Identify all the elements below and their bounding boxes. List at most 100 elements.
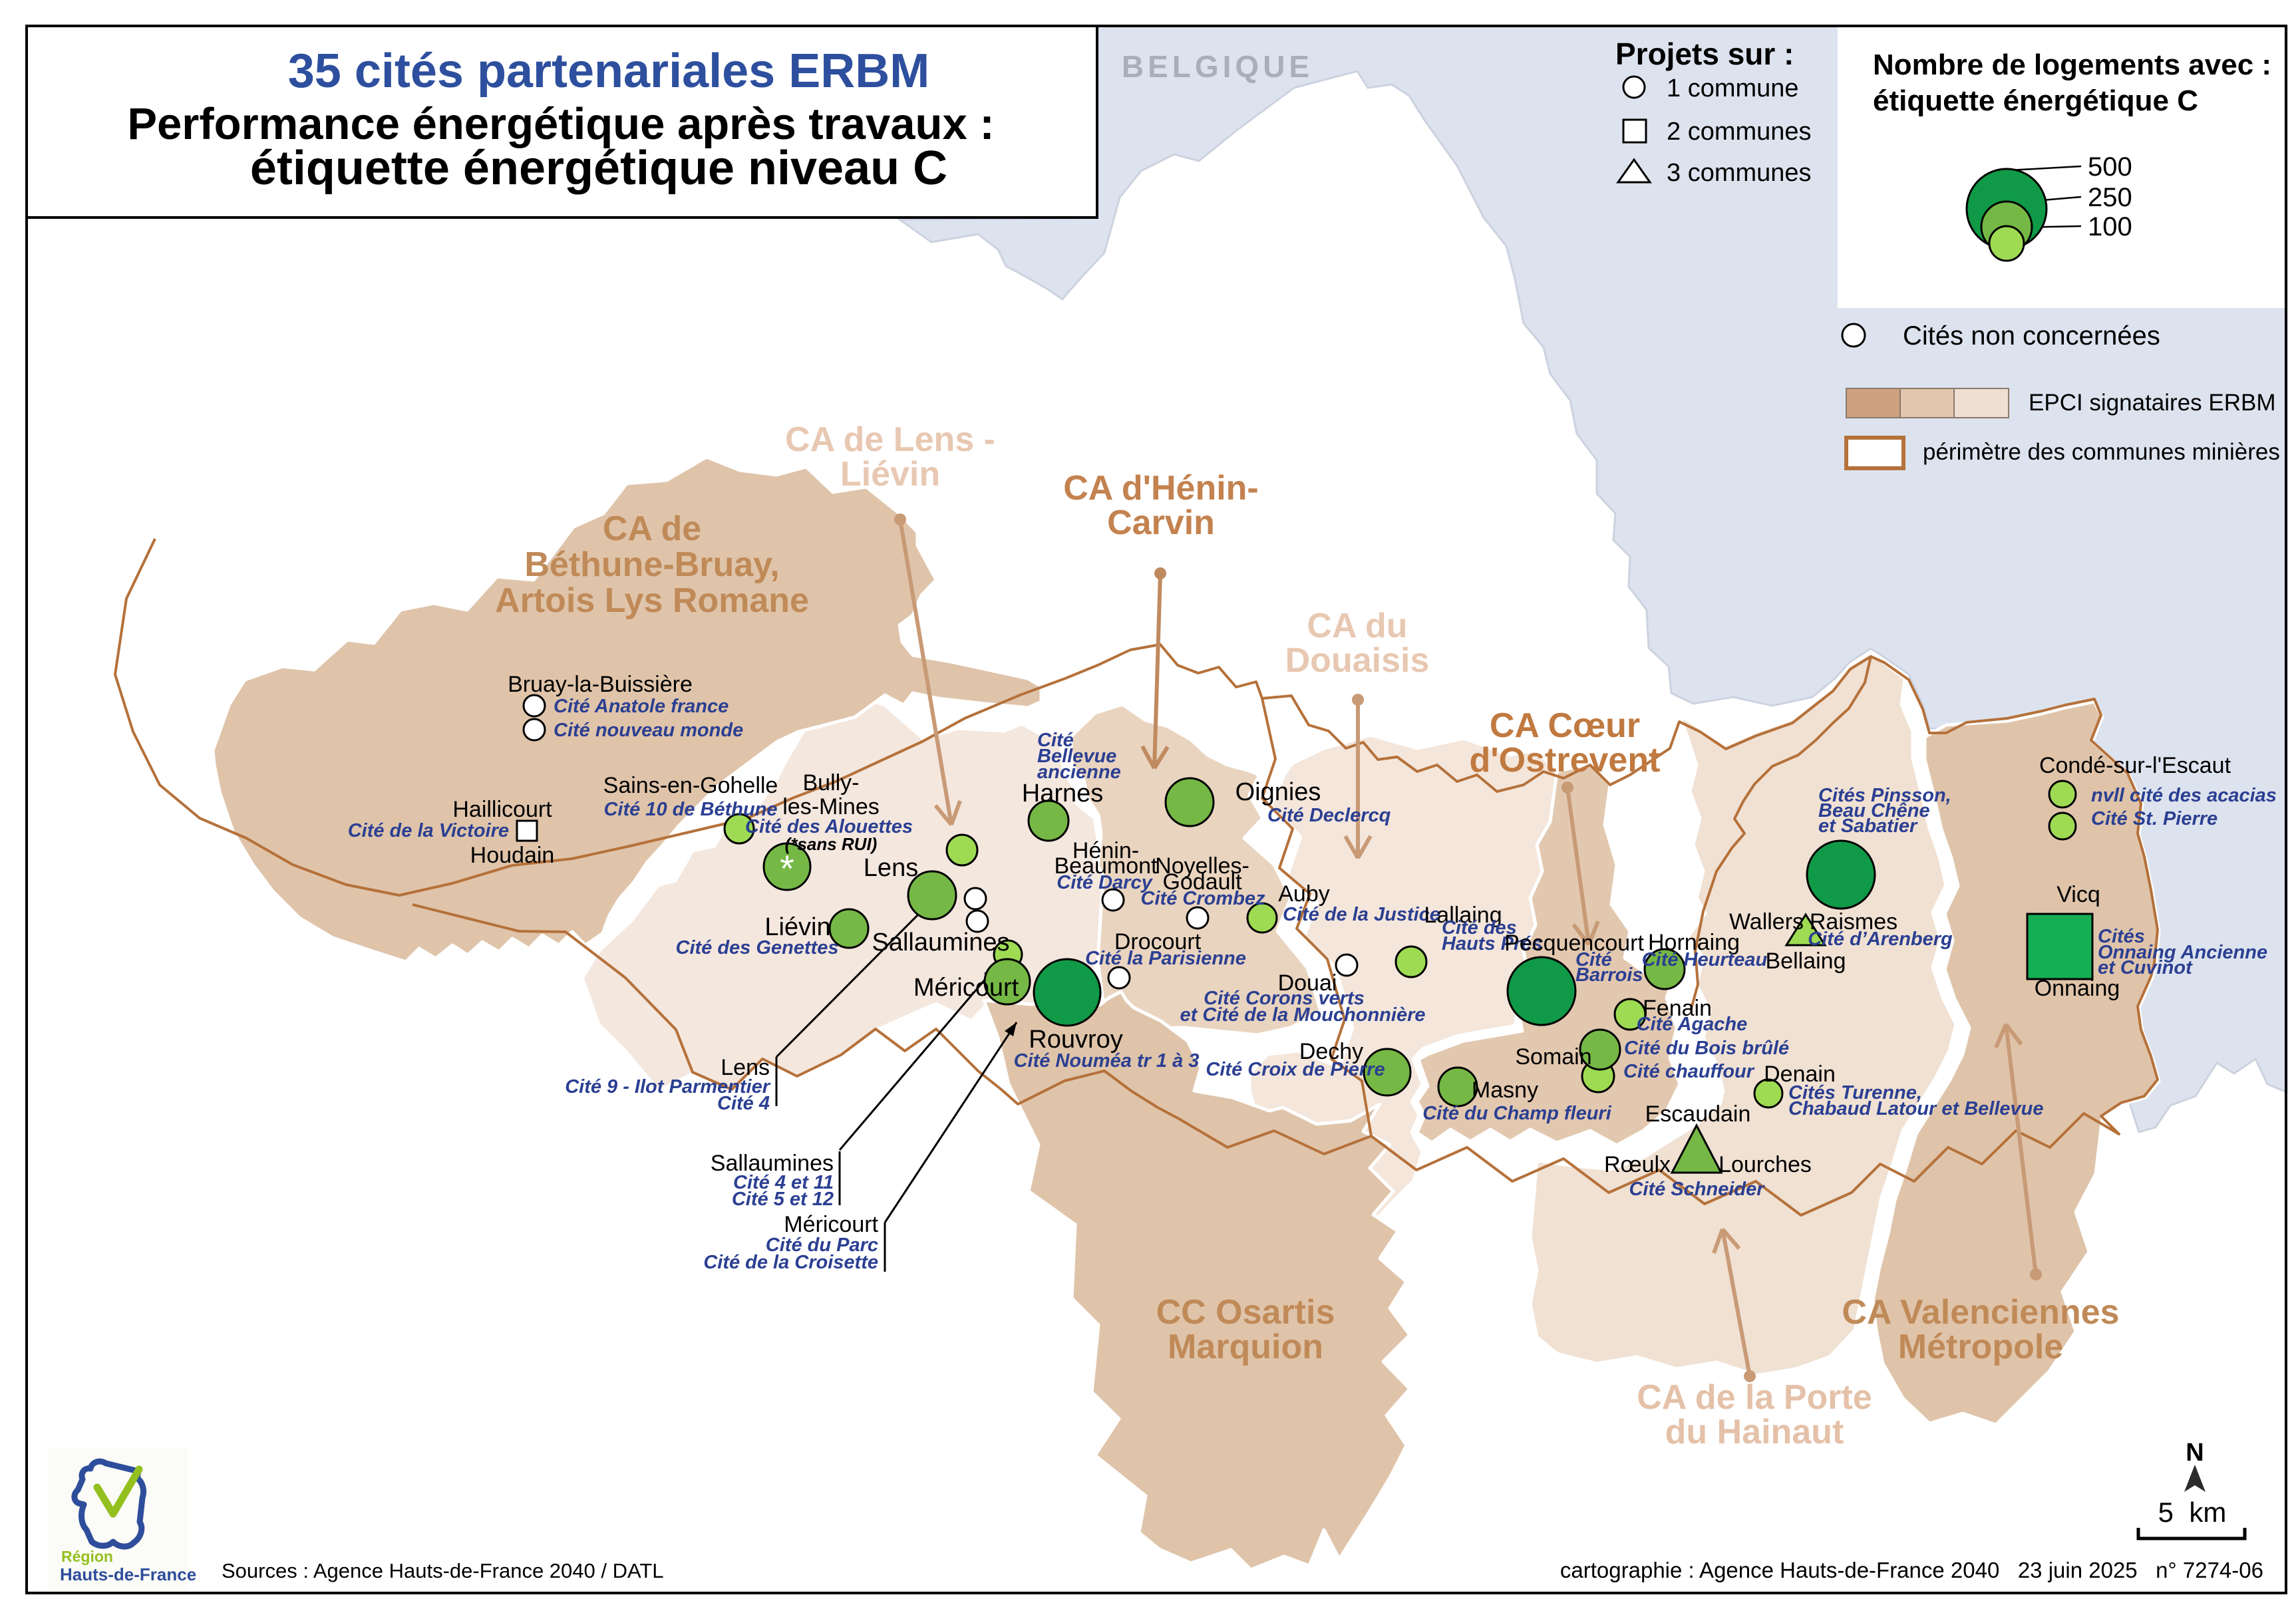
svg-text:500: 500 [2088, 152, 2132, 182]
svg-text:Cité St. Pierre: Cité St. Pierre [2091, 808, 2217, 829]
svg-text:Sains-en-Gohelle: Sains-en-Gohelle [603, 773, 778, 798]
svg-text:Oignies: Oignies [1235, 778, 1321, 806]
svg-text:Liévin: Liévin [764, 913, 830, 941]
svg-text:Cité du Champ fleuri: Cité du Champ fleuri [1422, 1103, 1612, 1124]
svg-text:Pecquencourt: Pecquencourt [1504, 931, 1644, 956]
svg-text:Cité 4 et 11: Cité 4 et 11 [733, 1172, 834, 1193]
svg-text:nvll cité des acacias: nvll cité des acacias [2091, 785, 2277, 806]
svg-text:Escaudain: Escaudain [1645, 1101, 1751, 1127]
svg-text:Lourches: Lourches [1719, 1152, 1812, 1177]
svg-text:périmètre des communes minière: périmètre des communes minières [1923, 439, 2280, 465]
svg-text:Fenain: Fenain [1643, 996, 1712, 1021]
svg-text:5 km: 5 km [2158, 1497, 2227, 1528]
svg-text:et Sabatier: et Sabatier [1818, 815, 1918, 837]
svg-text:étiquette énergétique C: étiquette énergétique C [1873, 84, 2198, 117]
svg-text:Méricourt: Méricourt [913, 974, 1019, 1002]
svg-text:Drocourt: Drocourt [1114, 929, 1202, 954]
svg-text:Cité 5 et 12: Cité 5 et 12 [732, 1189, 834, 1210]
svg-text:Artois Lys Romane: Artois Lys Romane [495, 581, 809, 620]
svg-text:Cité Declercq: Cité Declercq [1267, 805, 1391, 826]
svg-text:CA de la Porte: CA de la Porte [1637, 1378, 1872, 1417]
svg-text:N: N [2186, 1439, 2204, 1467]
svg-text:Cité Schneider: Cité Schneider [1629, 1179, 1765, 1200]
svg-text:Beaumont: Beaumont [1055, 853, 1158, 879]
svg-text:Cité 4: Cité 4 [717, 1093, 770, 1114]
svg-text:Cité 10 de Béthune: Cité 10 de Béthune [603, 799, 777, 820]
svg-text:Cité Croix de Pierre: Cité Croix de Pierre [1206, 1059, 1385, 1080]
svg-text:Cité de la Victoire: Cité de la Victoire [348, 820, 509, 841]
svg-text:Liévin: Liévin [840, 455, 940, 494]
svg-text:et Cité de la Mouchonnière: et Cité de la Mouchonnière [1180, 1004, 1426, 1026]
svg-text:Denain: Denain [1764, 1062, 1836, 1087]
svg-text:Cité: Cité [1037, 730, 1074, 751]
svg-text:Rouvroy: Rouvroy [1029, 1026, 1123, 1054]
svg-text:étiquette énergétique niveau C: étiquette énergétique niveau C [250, 142, 947, 195]
svg-text:Cité d’Arenberg: Cité d’Arenberg [1808, 929, 1953, 950]
svg-text:35 cités partenariales ERBM: 35 cités partenariales ERBM [288, 45, 929, 98]
svg-text:Cité Nouméa tr 1 à 3: Cité Nouméa tr 1 à 3 [1014, 1050, 1200, 1072]
svg-text:Cités Turenne,: Cités Turenne, [1788, 1082, 1922, 1103]
svg-text:Carvin: Carvin [1107, 504, 1215, 542]
svg-text:Chabaud Latour et Bellevue: Chabaud Latour et Bellevue [1788, 1098, 2044, 1119]
svg-text:Cité chauffour: Cité chauffour [1623, 1061, 1755, 1082]
svg-text:Bellaing: Bellaing [1766, 948, 1846, 974]
svg-text:BELGIQUE: BELGIQUE [1122, 49, 1313, 84]
svg-text:3 communes: 3 communes [1667, 159, 1812, 187]
svg-text:Marquion: Marquion [1168, 1328, 1323, 1366]
svg-text:*: * [780, 847, 794, 889]
svg-text:Douaisis: Douaisis [1285, 641, 1430, 680]
svg-text:Sallaumines: Sallaumines [872, 929, 1010, 956]
svg-text:2 communes: 2 communes [1667, 118, 1812, 146]
svg-text:les-Mines: les-Mines [782, 794, 879, 819]
svg-text:d'Ostrevent: d'Ostrevent [1470, 741, 1661, 780]
svg-text:Hauts Prés: Hauts Prés [1442, 933, 1543, 954]
svg-text:Onnaing: Onnaing [2035, 976, 2120, 1001]
svg-text:Vicq: Vicq [2056, 882, 2100, 907]
svg-text:Bellevue: Bellevue [1037, 746, 1116, 767]
svg-text:Somain: Somain [1515, 1044, 1591, 1070]
svg-text:Cité de la Croisette: Cité de la Croisette [703, 1252, 878, 1273]
svg-text:Beau Chêne: Beau Chêne [1818, 800, 1930, 821]
svg-text:CA Valenciennes: CA Valenciennes [1842, 1293, 2119, 1332]
svg-text:Masny: Masny [1472, 1078, 1538, 1103]
svg-text:Cité Corons verts: Cité Corons verts [1204, 988, 1365, 1009]
svg-text:Hauts-de-France: Hauts-de-France [60, 1564, 196, 1584]
svg-text:Région: Région [61, 1548, 113, 1565]
svg-text:Bully-: Bully- [802, 770, 859, 796]
svg-text:Cité la Parisienne: Cité la Parisienne [1085, 948, 1246, 969]
svg-text:CA d'Hénin-: CA d'Hénin- [1063, 469, 1259, 508]
svg-text:Métropole: Métropole [1898, 1328, 2063, 1366]
svg-text:Cité Agache: Cité Agache [1637, 1014, 1748, 1035]
svg-text:Cité des: Cité des [1442, 917, 1517, 939]
svg-text:1 commune: 1 commune [1667, 74, 1799, 102]
svg-text:Lallaing: Lallaing [1424, 903, 1502, 928]
svg-text:Nombre de logements avec :: Nombre de logements avec : [1873, 49, 2271, 81]
svg-text:250: 250 [2088, 183, 2132, 212]
svg-text:Wallers: Wallers [1729, 909, 1804, 935]
svg-text:Lens: Lens [721, 1055, 770, 1080]
svg-text:CC Osartis: CC Osartis [1156, 1293, 1335, 1332]
svg-text:Douai: Douai [1278, 970, 1337, 996]
svg-text:Projets sur :: Projets sur : [1615, 37, 1794, 71]
svg-text:Hénin-: Hénin- [1072, 838, 1139, 863]
svg-text:Harnes: Harnes [1022, 780, 1104, 807]
svg-text:Haillicourt: Haillicourt [452, 797, 552, 822]
svg-text:CA du: CA du [1307, 607, 1407, 645]
svg-text:Cité Crombez: Cité Crombez [1141, 888, 1265, 909]
svg-text:CA de Lens -: CA de Lens - [785, 420, 995, 459]
svg-text:Méricourt: Méricourt [784, 1212, 878, 1237]
svg-text:Cité 9 - Ilot Parmentier: Cité 9 - Ilot Parmentier [565, 1076, 771, 1097]
svg-text:Sources : Agence Hauts-de-Fran: Sources : Agence Hauts-de-France 2040 / … [222, 1559, 664, 1582]
svg-text:Godault: Godault [1162, 869, 1242, 895]
svg-text:Bruay-la-Buissière: Bruay-la-Buissière [508, 672, 693, 697]
svg-text:(*sans RUI): (*sans RUI) [785, 834, 878, 854]
svg-text:Lens: Lens [864, 854, 918, 882]
svg-text:ancienne: ancienne [1037, 762, 1121, 783]
svg-text:Cités non concernées: Cités non concernées [1903, 321, 2160, 351]
svg-text:Cité des Alouettes: Cité des Alouettes [745, 816, 913, 837]
svg-text:Auby: Auby [1278, 881, 1330, 907]
svg-text:Raismes: Raismes [1810, 909, 1897, 935]
svg-text:Rœulx: Rœulx [1604, 1152, 1671, 1177]
svg-text:Cité du Parc: Cité du Parc [766, 1235, 878, 1256]
svg-text:Dechy: Dechy [1299, 1039, 1363, 1064]
